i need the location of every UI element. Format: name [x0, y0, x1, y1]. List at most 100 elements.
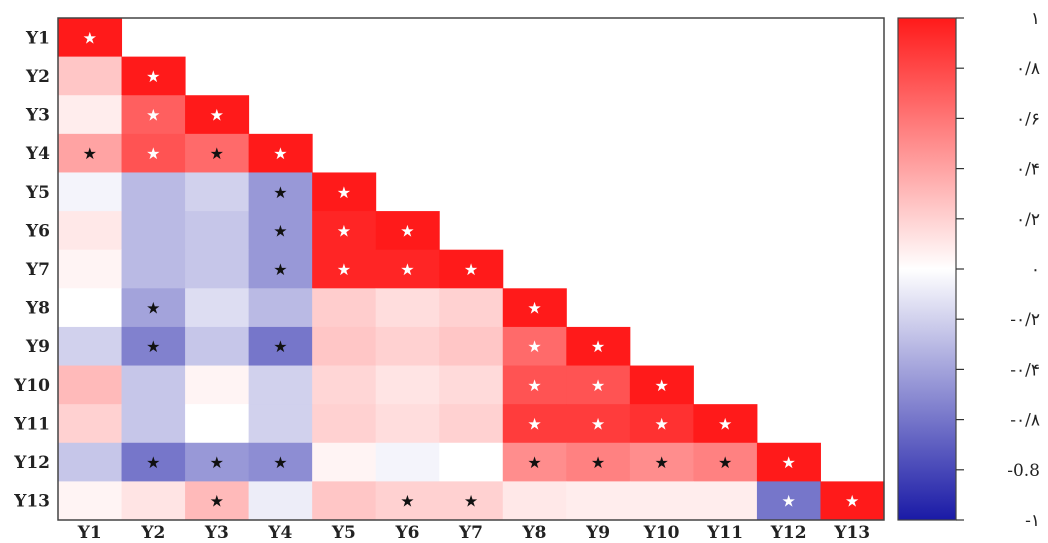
heatmap-cell	[121, 249, 186, 289]
x-tick-label: Y1	[77, 523, 102, 543]
heatmap-cell	[502, 326, 567, 367]
heatmap-cell	[439, 365, 504, 405]
heatmap-cell	[248, 172, 313, 212]
significance-star: ★	[527, 337, 541, 356]
heatmap-cell	[58, 288, 123, 328]
heatmap-cell	[58, 133, 123, 173]
significance-star: ★	[273, 144, 287, 163]
heatmap-cell	[312, 365, 377, 405]
significance-star: ★	[464, 260, 478, 279]
y-tick-label: Y4	[25, 144, 50, 164]
significance-star: ★	[591, 414, 605, 433]
y-tick-label: Y10	[13, 376, 50, 396]
significance-star: ★	[654, 453, 668, 472]
heatmap-cell	[248, 288, 313, 328]
heatmap-cell	[312, 172, 377, 212]
significance-star: ★	[210, 144, 224, 163]
heatmap-cell	[185, 326, 250, 367]
heatmap-cell	[248, 249, 313, 289]
heatmap-cell	[58, 404, 123, 444]
y-axis-ticks: Y1 Y2 Y3 Y4 Y5 Y6 Y7 Y8 Y9 Y10 Y11 Y12 Y13	[13, 28, 50, 511]
significance-star: ★	[210, 106, 224, 125]
heatmap-cell	[693, 442, 758, 482]
heatmap-cell	[185, 365, 250, 405]
heatmap-cell	[375, 365, 440, 405]
heatmap-cell	[693, 404, 758, 444]
x-tick-label: Y9	[585, 523, 610, 543]
heatmap-cell	[502, 365, 567, 405]
x-axis-ticks: Y1 Y2 Y3 Y4 Y5 Y6 Y7 Y8 Y9 Y10 Y11 Y12 Y13	[77, 523, 870, 543]
significance-star: ★	[146, 67, 160, 86]
heatmap-cell	[58, 365, 123, 405]
heatmap-cell	[312, 404, 377, 444]
significance-star: ★	[591, 376, 605, 395]
heatmap-cell	[312, 481, 377, 521]
heatmap-cell	[820, 481, 885, 521]
significance-star: ★	[527, 453, 541, 472]
heatmap-cell	[58, 442, 123, 482]
heatmap-cell	[58, 249, 123, 289]
heatmap-cell	[185, 172, 250, 212]
significance-star: ★	[591, 453, 605, 472]
significance-star: ★	[782, 453, 796, 472]
x-tick-label: Y11	[706, 523, 743, 543]
heatmap-cells	[58, 18, 885, 521]
significance-star: ★	[337, 221, 351, 240]
heatmap-cell	[121, 481, 186, 521]
x-tick-label: Y5	[331, 523, 356, 543]
y-tick-label: Y2	[25, 67, 50, 87]
heatmap-cell	[629, 404, 694, 444]
significance-star: ★	[273, 453, 287, 472]
significance-star: ★	[83, 144, 97, 163]
heatmap-cell	[121, 56, 186, 96]
y-tick-label: Y8	[25, 299, 50, 319]
x-tick-label: Y3	[204, 523, 229, 543]
heatmap-cell	[312, 249, 377, 289]
colorbar-tick-label: ۰	[1031, 260, 1040, 280]
x-tick-label: Y8	[522, 523, 547, 543]
heatmap-cell	[375, 481, 440, 521]
significance-star: ★	[527, 299, 541, 318]
x-tick-label: Y4	[267, 523, 292, 543]
heatmap-cell	[375, 326, 440, 367]
heatmap-cell	[185, 133, 250, 173]
x-tick-label: Y13	[833, 523, 870, 543]
significance-star: ★	[527, 414, 541, 433]
heatmap-cell	[248, 211, 313, 251]
y-tick-label: Y7	[25, 260, 50, 280]
significance-star: ★	[527, 376, 541, 395]
heatmap-cell	[439, 404, 504, 444]
colorbar-tick-label: ۰/۲	[1016, 210, 1040, 230]
heatmap-cell	[248, 365, 313, 405]
plot-frame	[57, 17, 885, 521]
heatmap-cell	[248, 442, 313, 482]
heatmap-cell	[185, 442, 250, 482]
significance-star: ★	[654, 414, 668, 433]
heatmap-cell	[248, 326, 313, 367]
heatmap-cell	[58, 172, 123, 212]
y-tick-label: Y6	[25, 221, 50, 241]
heatmap-cell	[312, 288, 377, 328]
heatmap-cell	[58, 211, 123, 251]
heatmap-cell	[502, 481, 567, 521]
colorbar-ticks: ۱ ۰/۸ ۰/۶ ۰/۴ ۰/۲ ۰ -۰/۲ -۰/۴ -۰/۸ -0.8 -۱	[956, 9, 1040, 531]
heatmap-cell	[375, 442, 440, 482]
colorbar-tick-label: -۰/۸	[1010, 411, 1040, 431]
y-tick-label: Y3	[25, 106, 50, 126]
heatmap-cell	[185, 481, 250, 521]
heatmap-cell	[121, 172, 186, 212]
significance-markers: ★ ★ ★ ★ ★ ★ ★ ★ ★ ★ ★ ★ ★ ★ ★ ★ ★ ★ ★ ★ ★ ★ ★ ★ ★ ★ ★ ★ ★ ★ ★ ★ ★ ★ ★ ★ ★ ★ ★ ★…	[83, 28, 860, 510]
heatmap-cell	[629, 481, 694, 521]
significance-star: ★	[273, 337, 287, 356]
heatmap-cell	[566, 365, 631, 405]
significance-star: ★	[273, 260, 287, 279]
colorbar-tick-label: -۱	[1025, 511, 1040, 531]
heatmap-cell	[121, 288, 186, 328]
significance-star: ★	[146, 337, 160, 356]
significance-star: ★	[273, 221, 287, 240]
heatmap-cell	[185, 249, 250, 289]
x-tick-label: Y6	[394, 523, 419, 543]
significance-star: ★	[400, 492, 414, 511]
heatmap-cell	[566, 404, 631, 444]
